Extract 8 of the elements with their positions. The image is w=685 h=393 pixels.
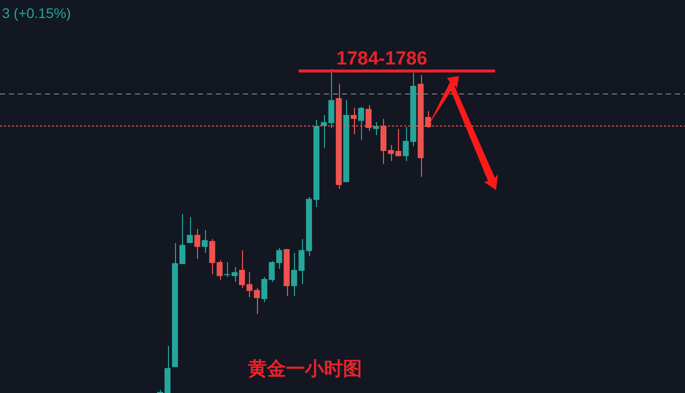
candlestick bbox=[373, 122, 379, 136]
candlestick bbox=[202, 230, 208, 254]
candlestick bbox=[194, 228, 200, 260]
text: 黄金一小时图 bbox=[247, 358, 362, 380]
annotation: 1784-1786 bbox=[336, 48, 428, 70]
candlestick bbox=[358, 106, 364, 140]
candlestick bbox=[186, 216, 193, 244]
text: 3 (+0.15%) bbox=[2, 4, 71, 21]
